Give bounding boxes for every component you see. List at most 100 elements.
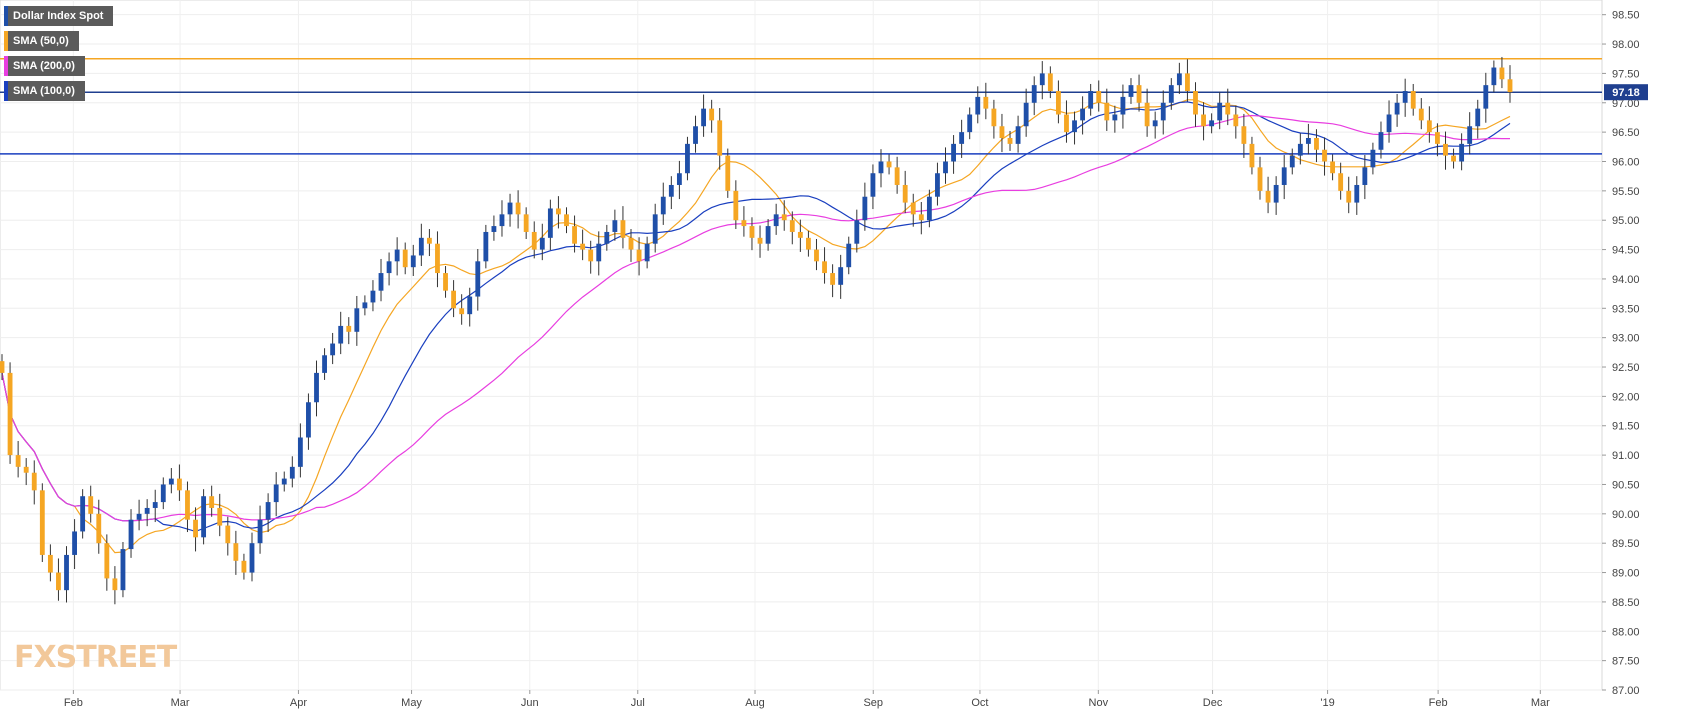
candle-body — [273, 484, 279, 503]
legend-item-sma200[interactable]: SMA (200,0) — [4, 56, 85, 76]
candle-body — [15, 455, 21, 467]
candle-body — [1136, 85, 1142, 103]
candle-body — [951, 143, 956, 162]
candle-body — [967, 114, 973, 133]
candle-body — [685, 143, 690, 174]
legend-label: SMA (50,0) — [13, 35, 69, 47]
x-tick-label: Apr — [290, 697, 307, 709]
candle-body — [846, 243, 852, 268]
candle-body — [225, 525, 231, 544]
candle-body — [1499, 67, 1505, 80]
y-tick-label: 89.50 — [1612, 538, 1640, 550]
candle-body — [531, 231, 537, 250]
candle-body — [910, 202, 916, 215]
candle-body — [160, 484, 166, 503]
candle-body — [1281, 167, 1287, 185]
candle-body — [1451, 155, 1456, 162]
candle-body — [1249, 143, 1255, 168]
x-tick-label: Oct — [971, 697, 988, 709]
y-tick-label: 90.50 — [1612, 479, 1640, 491]
candle-body — [120, 549, 126, 591]
candle-body — [1257, 167, 1263, 191]
candle-body — [773, 214, 779, 227]
candle-body — [1039, 73, 1045, 86]
y-tick-label: 94.00 — [1612, 274, 1640, 286]
candle-body — [1314, 138, 1319, 150]
candle-body — [709, 108, 715, 121]
candle-body — [1491, 67, 1497, 86]
candle-body — [128, 519, 134, 550]
candle-body — [926, 196, 932, 221]
candle-body — [378, 273, 384, 291]
y-tick-label: 92.00 — [1612, 391, 1640, 403]
candle-body — [1047, 73, 1053, 92]
candle-body — [975, 96, 981, 115]
candle-body — [1088, 91, 1094, 109]
candle-body — [370, 290, 376, 303]
candle-body — [676, 173, 682, 185]
candle-body — [781, 214, 787, 221]
candle-body — [1168, 85, 1174, 103]
candle-body — [523, 214, 529, 232]
candle-body — [1346, 190, 1352, 203]
candle-body — [176, 478, 182, 491]
candle-body — [725, 155, 731, 191]
candle-body — [410, 255, 416, 268]
candle-body — [209, 496, 215, 508]
candle-body — [386, 261, 392, 274]
candle-body — [257, 519, 263, 544]
candle-body — [1144, 102, 1150, 127]
candle-body — [1370, 149, 1376, 168]
horizontal-lines — [0, 57, 1602, 155]
candle-body — [346, 325, 352, 332]
sma-200-line — [1, 114, 1510, 522]
candle-body — [660, 196, 666, 215]
candle-body — [1064, 114, 1069, 133]
candle-body — [572, 226, 577, 244]
candle-body — [1426, 120, 1432, 133]
y-tick-label: 97.00 — [1612, 98, 1640, 110]
candle-body — [297, 437, 303, 467]
candle-body — [999, 126, 1005, 138]
candle-body — [620, 220, 626, 238]
candle-body — [362, 302, 368, 309]
candle-body — [217, 507, 223, 526]
candle-body — [338, 325, 344, 344]
legend-item-dollar-index[interactable]: Dollar Index Spot — [4, 6, 114, 26]
last-price-label: 97.18 — [1612, 87, 1640, 99]
y-tick-label: 96.50 — [1612, 127, 1640, 139]
candle-body — [402, 249, 408, 268]
candle-body — [1338, 173, 1344, 191]
candle-body — [854, 220, 860, 244]
x-tick-label: Mar — [171, 697, 190, 709]
candle-body — [507, 202, 513, 215]
candle-body — [1217, 102, 1223, 121]
candle-body — [418, 237, 424, 256]
candle-body — [1410, 91, 1416, 109]
candle-body — [1225, 102, 1231, 115]
candle-body — [1418, 108, 1424, 121]
candle-body — [1193, 91, 1198, 115]
candle-body — [1386, 114, 1392, 133]
candle-body — [104, 543, 110, 579]
candle-body — [306, 402, 311, 438]
sma-lines — [1, 99, 1511, 554]
candle-body — [1273, 184, 1279, 203]
candle-body — [838, 267, 844, 285]
candle-body — [1305, 138, 1311, 144]
candle-body — [426, 237, 432, 244]
candle-body — [1459, 143, 1465, 162]
candle-body — [1378, 132, 1384, 150]
candle-body — [1289, 155, 1295, 168]
candle-body — [1072, 120, 1077, 133]
y-tick-label: 87.50 — [1612, 656, 1640, 668]
candle-body — [1467, 126, 1473, 144]
candle-body — [830, 273, 836, 285]
y-tick-label: 95.50 — [1612, 186, 1640, 198]
candle-body — [668, 184, 674, 197]
y-tick-label: 98.00 — [1612, 39, 1640, 51]
legend-item-sma100[interactable]: SMA (100,0) — [4, 81, 85, 101]
legend-item-sma50[interactable]: SMA (50,0) — [4, 31, 79, 51]
candle-body — [1402, 91, 1408, 103]
